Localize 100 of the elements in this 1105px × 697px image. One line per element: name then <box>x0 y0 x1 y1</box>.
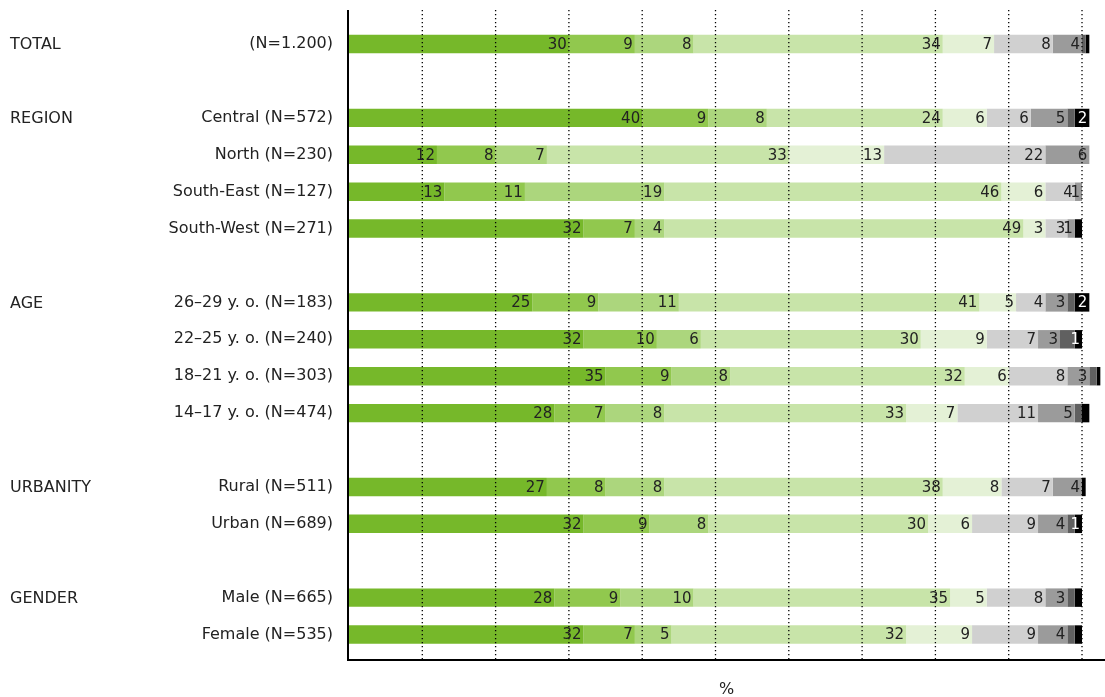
bar <box>568 34 635 54</box>
bar <box>972 625 1039 644</box>
data-label: 32 <box>884 625 905 644</box>
data-label: 9 <box>586 293 597 312</box>
data-label: 7 <box>623 625 633 644</box>
bar <box>444 182 525 201</box>
text: URBANITY <box>10 477 92 497</box>
bar <box>524 182 665 201</box>
bar <box>671 625 907 644</box>
bar <box>349 588 555 607</box>
x-axis-title: % <box>718 679 735 697</box>
bar <box>583 514 650 534</box>
data-label: 5 <box>1063 404 1073 422</box>
bar <box>708 514 929 534</box>
data-label: 32 <box>562 625 582 644</box>
data-label: 3 <box>1048 330 1059 349</box>
data-label: 9 <box>975 330 985 349</box>
bar <box>634 625 672 644</box>
bar <box>1016 293 1046 312</box>
data-label: 33 <box>767 145 787 164</box>
data-label: 4 <box>1055 625 1066 644</box>
data-label: 6 <box>960 514 971 533</box>
bar <box>436 145 496 164</box>
data-label: 8 <box>696 514 707 533</box>
data-label: 5 <box>659 625 670 644</box>
bar <box>942 34 995 54</box>
data-label: 30 <box>899 330 919 349</box>
data-label: 6 <box>1019 108 1029 127</box>
bar <box>656 330 701 349</box>
bar <box>349 219 584 238</box>
data-label: 49 <box>1002 219 1022 238</box>
data-label: 8 <box>594 477 604 496</box>
data-label: 7 <box>623 219 633 238</box>
data-label: 9 <box>637 514 648 533</box>
bar <box>1082 34 1086 54</box>
data-label: 9 <box>696 108 707 127</box>
data-label: 13 <box>863 145 883 164</box>
data-label: 4 <box>1055 514 1066 533</box>
data-label: 8 <box>484 145 494 164</box>
data-label: 13 <box>423 182 443 201</box>
bar <box>906 403 958 423</box>
data-label: 30 <box>906 514 927 533</box>
bar <box>598 293 679 312</box>
bar <box>349 108 643 128</box>
bar <box>1001 477 1053 497</box>
data-label: 32 <box>943 367 963 386</box>
bar <box>1067 625 1075 644</box>
bar <box>986 330 1039 349</box>
data-label: 8 <box>718 367 729 386</box>
data-label: 3 <box>1033 219 1044 238</box>
data-label: 3 <box>1055 293 1066 312</box>
bar <box>730 366 965 386</box>
data-label: 4 <box>1063 182 1073 201</box>
data-label: 11 <box>657 293 677 312</box>
bar <box>788 145 885 164</box>
data-label: 41 <box>958 293 978 312</box>
bar <box>986 588 1046 607</box>
data-label: 8 <box>1033 588 1044 607</box>
bar <box>583 219 635 238</box>
data-label: 19 <box>643 182 663 201</box>
data-label: 8 <box>989 477 1000 496</box>
bar <box>349 145 437 164</box>
bar <box>664 477 943 497</box>
data-label: 9 <box>1026 625 1037 644</box>
data-label: 6 <box>1077 145 1088 164</box>
bar <box>664 403 907 423</box>
data-label: 7 <box>594 404 604 422</box>
bar <box>1089 366 1097 386</box>
data-label: 40 <box>621 108 641 127</box>
data-label: 11 <box>1016 404 1037 422</box>
bar <box>1038 403 1075 423</box>
bar <box>349 477 547 497</box>
data-label: 6 <box>975 108 985 127</box>
data-label: 35 <box>584 367 604 386</box>
bar <box>349 514 584 534</box>
bar <box>546 477 606 497</box>
data-label: 34 <box>921 34 941 53</box>
data-label: 9 <box>960 625 971 644</box>
bar <box>349 403 555 423</box>
bar <box>1008 366 1068 386</box>
data-label: 7 <box>1041 477 1051 496</box>
data-label: 12 <box>415 145 435 164</box>
bar <box>1067 108 1075 128</box>
data-label: 8 <box>1055 367 1066 386</box>
bar <box>634 34 694 54</box>
data-label: 8 <box>1041 34 1051 53</box>
bar <box>349 293 533 312</box>
bar <box>920 330 987 349</box>
bar <box>1038 625 1068 644</box>
y-tick-label: 26–29 y. o. (N=183) <box>173 291 333 311</box>
data-label: 27 <box>525 477 545 496</box>
data-label: 9 <box>608 588 619 607</box>
bar <box>693 34 943 54</box>
data-label: 5 <box>1004 293 1015 312</box>
bar <box>349 330 584 349</box>
y-tick-label: (N=1.200) <box>249 33 333 53</box>
bar <box>349 366 606 386</box>
y-tick-label: Male (N=665) <box>221 586 333 606</box>
data-label: 24 <box>921 108 941 127</box>
data-label: 8 <box>681 34 692 53</box>
